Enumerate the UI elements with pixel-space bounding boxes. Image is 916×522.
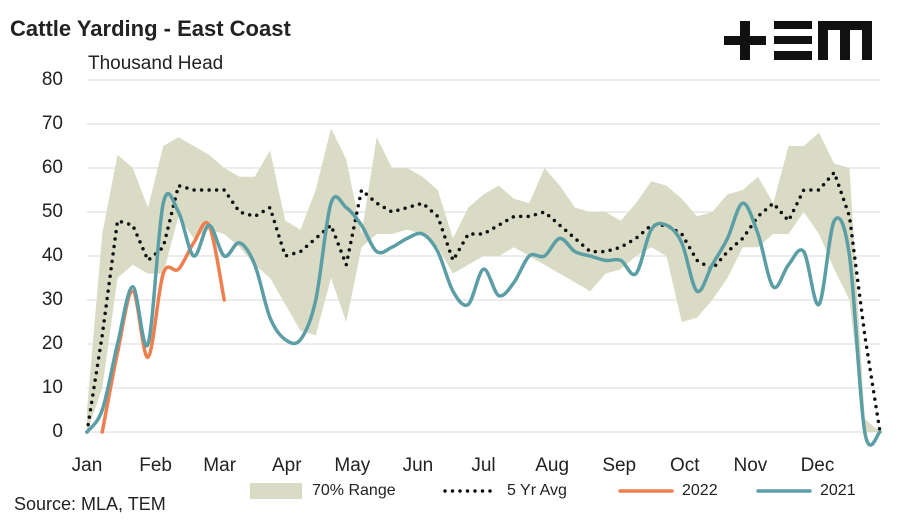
legend-label: 2021 bbox=[820, 482, 856, 499]
x-tick-label: Mar bbox=[203, 455, 236, 476]
y-tick-label: 0 bbox=[52, 421, 63, 442]
y-tick-label: 10 bbox=[42, 377, 63, 398]
y-tick-label: 60 bbox=[42, 157, 63, 178]
range-band bbox=[87, 128, 880, 432]
legend-label: 5 Yr Avg bbox=[507, 482, 567, 499]
y-tick-label: 20 bbox=[42, 333, 63, 354]
x-tick-label: Sep bbox=[602, 455, 636, 476]
y-tick-label: 80 bbox=[42, 69, 63, 90]
x-tick-label: Jul bbox=[471, 455, 495, 476]
x-tick-label: Nov bbox=[733, 455, 767, 476]
x-tick-label: Jun bbox=[403, 455, 434, 476]
series-line bbox=[85, 192, 882, 447]
source-note: Source: MLA, TEM bbox=[14, 494, 166, 514]
x-tick-label: Dec bbox=[801, 455, 835, 476]
legend-swatch bbox=[250, 483, 302, 499]
legend-label: 70% Range bbox=[312, 482, 396, 499]
x-tick-label: Jan bbox=[72, 455, 103, 476]
y-tick-label: 40 bbox=[42, 245, 63, 266]
x-tick-label: Feb bbox=[139, 455, 172, 476]
x-tick-label: Aug bbox=[535, 455, 569, 476]
logo bbox=[724, 21, 872, 60]
legend-label: 2022 bbox=[682, 482, 718, 499]
x-tick-label: Oct bbox=[670, 455, 700, 476]
y-tick-label: 50 bbox=[42, 201, 63, 222]
chart-title: Cattle Yarding - East Coast bbox=[10, 16, 291, 41]
x-tick-label: May bbox=[334, 455, 370, 476]
chart-subtitle: Thousand Head bbox=[88, 53, 223, 74]
x-tick-label: Apr bbox=[272, 455, 302, 476]
y-tick-label: 30 bbox=[42, 289, 63, 310]
y-tick-label: 70 bbox=[42, 113, 63, 134]
